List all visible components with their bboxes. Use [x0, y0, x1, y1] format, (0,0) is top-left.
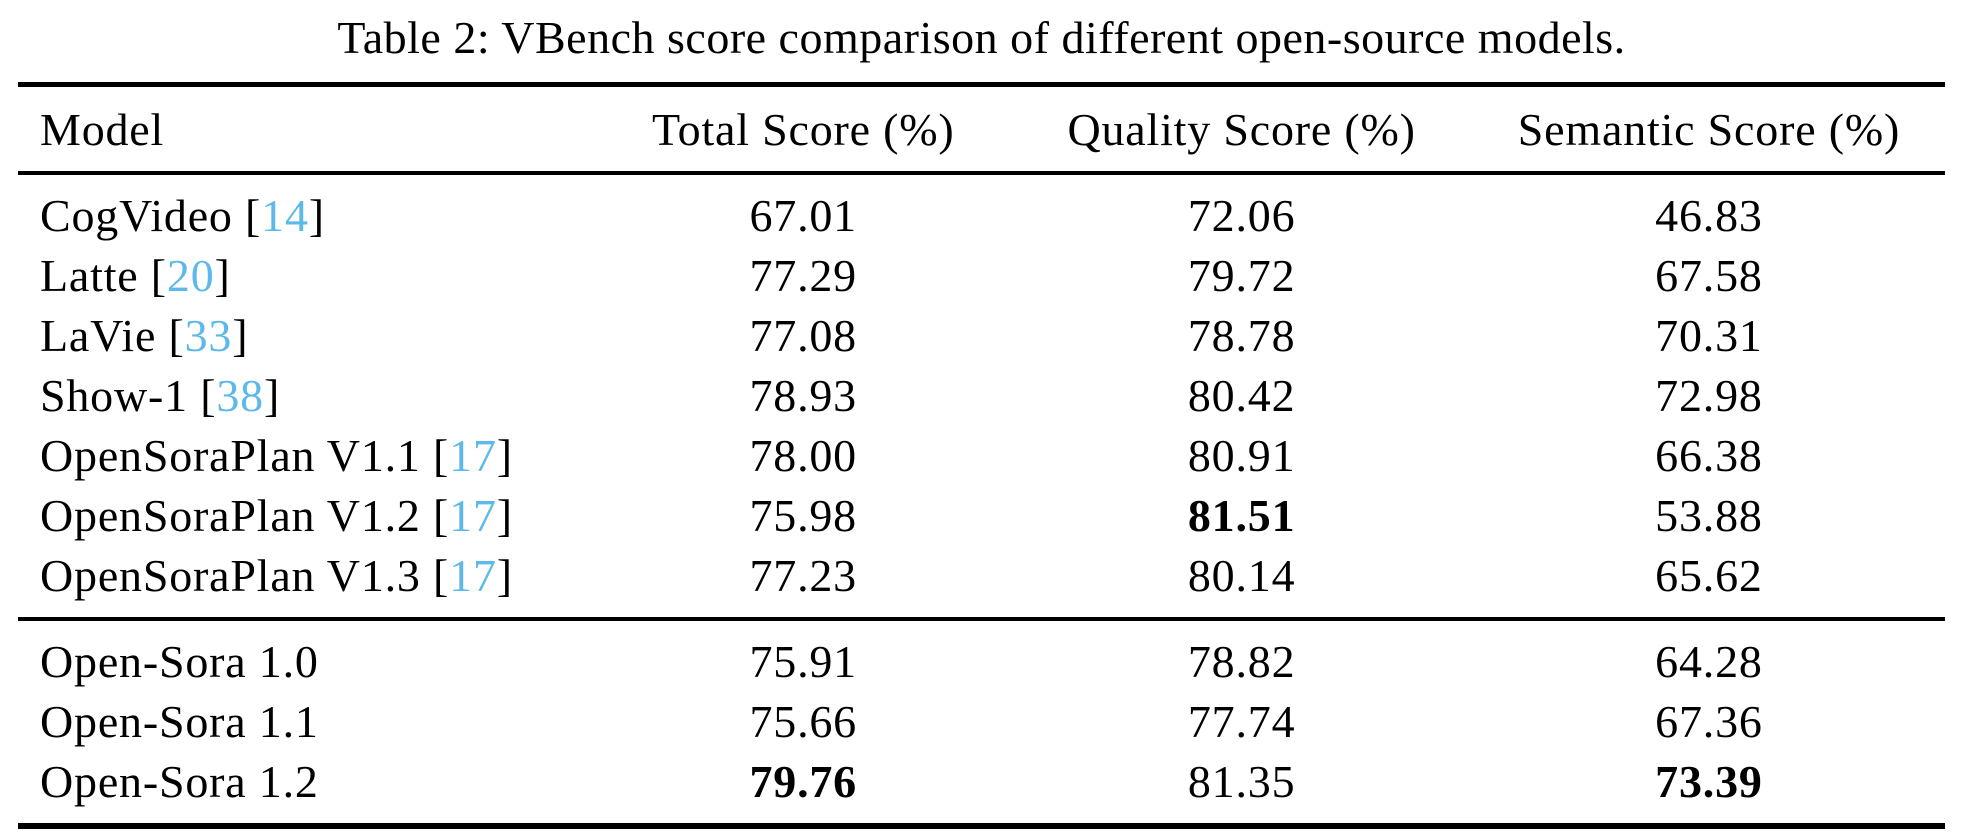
semantic-score-cell: 70.31 — [1655, 310, 1763, 361]
quality-score-cell: 77.74 — [1187, 696, 1296, 747]
quality-score-cell: 80.91 — [1187, 430, 1296, 481]
citation-bracket-open: [ — [232, 190, 262, 241]
semantic-score-cell: 64.28 — [1655, 636, 1763, 687]
quality-score-cell: 81.35 — [1187, 756, 1296, 807]
total-score-cell: 77.08 — [749, 310, 857, 361]
semantic-score-cell: 46.83 — [1655, 190, 1763, 241]
model-cell: Open-Sora 1.1 — [18, 692, 596, 752]
semantic-score-cell: 53.88 — [1655, 490, 1763, 541]
model-name: LaVie — [40, 310, 157, 361]
semantic-score-cell: 66.38 — [1655, 430, 1763, 481]
model-cell: OpenSoraPlan V1.2 [17] — [18, 486, 596, 546]
citation-bracket-close: ] — [308, 190, 325, 241]
table-row: OpenSoraPlan V1.2 [17] 75.98 81.51 53.88 — [18, 486, 1945, 546]
total-score-cell: 78.93 — [749, 370, 857, 421]
model-name: Latte — [40, 250, 139, 301]
table-row: Open-Sora 1.1 75.66 77.74 67.36 — [18, 692, 1945, 752]
citation-bracket-open: [ — [420, 430, 450, 481]
citation-link[interactable]: 17 — [449, 490, 497, 541]
semantic-score-cell: 65.62 — [1655, 550, 1763, 601]
citation-bracket-open: [ — [187, 370, 217, 421]
citation-link[interactable]: 20 — [166, 250, 215, 301]
semantic-score-cell: 67.58 — [1655, 250, 1763, 301]
citation-bracket-open: [ — [156, 310, 185, 361]
model-cell: CogVideo [14] — [18, 173, 596, 246]
quality-score-cell: 79.72 — [1187, 250, 1296, 301]
citation-bracket-close: ] — [496, 430, 513, 481]
quality-score-cell: 81.51 — [1187, 490, 1296, 541]
table-group-open-sora-models: Open-Sora 1.0 75.91 78.82 64.28 Open-Sora 1.… — [18, 619, 1945, 826]
table-header-row: Model Total Score (%) Quality Score (%) … — [18, 85, 1945, 173]
total-score-cell: 75.66 — [749, 696, 857, 747]
total-score-cell: 79.76 — [749, 756, 857, 807]
total-score-cell: 77.29 — [749, 250, 857, 301]
total-score-cell: 75.98 — [749, 490, 857, 541]
citation-link[interactable]: 17 — [449, 430, 497, 481]
model-name: OpenSoraPlan V1.2 — [40, 490, 421, 541]
table-row: CogVideo [14] 67.01 72.06 46.83 — [18, 173, 1945, 246]
semantic-score-cell: 73.39 — [1655, 756, 1763, 807]
citation-bracket-close: ] — [263, 370, 281, 421]
semantic-score-cell: 72.98 — [1655, 370, 1763, 421]
column-header-total-score: Total Score (%) — [651, 103, 955, 155]
table-row: OpenSoraPlan V1.3 [17] 77.23 80.14 65.62 — [18, 546, 1945, 619]
table-row: Open-Sora 1.2 79.76 81.35 73.39 — [18, 752, 1945, 826]
quality-score-cell: 72.06 — [1187, 190, 1296, 241]
total-score-cell: 77.23 — [749, 550, 857, 601]
citation-bracket-close: ] — [496, 490, 513, 541]
total-score-cell: 75.91 — [749, 636, 857, 687]
citation-bracket-close: ] — [496, 550, 513, 601]
citation-bracket-close: ] — [214, 250, 231, 301]
quality-score-cell: 80.14 — [1187, 550, 1296, 601]
model-name: Open-Sora 1.1 — [40, 696, 319, 747]
model-cell: Latte [20] — [18, 246, 596, 306]
table-row: Latte [20] 77.29 79.72 67.58 — [18, 246, 1945, 306]
model-cell: Show-1 [38] — [18, 366, 596, 426]
model-cell: OpenSoraPlan V1.3 [17] — [18, 546, 596, 619]
citation-link[interactable]: 33 — [184, 310, 233, 361]
citation-bracket-open: [ — [420, 550, 450, 601]
citation-link[interactable]: 14 — [261, 190, 309, 241]
model-name: OpenSoraPlan V1.3 — [40, 550, 421, 601]
citation-link[interactable]: 17 — [449, 550, 497, 601]
quality-score-cell: 78.78 — [1187, 310, 1296, 361]
table-caption: Table 2: VBench score comparison of diff… — [337, 12, 1626, 63]
column-header-semantic-score: Semantic Score (%) — [1517, 103, 1901, 155]
model-cell: LaVie [33] — [18, 306, 596, 366]
column-header-model: Model — [40, 103, 165, 155]
semantic-score-cell: 67.36 — [1655, 696, 1763, 747]
total-score-cell: 78.00 — [749, 430, 857, 481]
quality-score-cell: 78.82 — [1187, 636, 1296, 687]
table-row: Open-Sora 1.0 75.91 78.82 64.28 — [18, 619, 1945, 692]
citation-link[interactable]: 38 — [216, 370, 264, 421]
table-group-baseline-models: CogVideo [14] 67.01 72.06 46.83 Latte [20] 77… — [18, 173, 1945, 619]
table-row: Show-1 [38] 78.93 80.42 72.98 — [18, 366, 1945, 426]
model-cell: Open-Sora 1.0 — [18, 619, 596, 692]
quality-score-cell: 80.42 — [1187, 370, 1296, 421]
citation-bracket-open: [ — [138, 250, 167, 301]
vbench-score-table: Model Total Score (%) Quality Score (%) … — [18, 82, 1945, 829]
table-row: LaVie [33] 77.08 78.78 70.31 — [18, 306, 1945, 366]
table-row: OpenSoraPlan V1.1 [17] 78.00 80.91 66.38 — [18, 426, 1945, 486]
model-cell: OpenSoraPlan V1.1 [17] — [18, 426, 596, 486]
total-score-cell: 67.01 — [749, 190, 857, 241]
citation-bracket-open: [ — [420, 490, 450, 541]
model-name: Open-Sora 1.0 — [40, 636, 319, 687]
model-name: Open-Sora 1.2 — [40, 756, 319, 807]
model-name: CogVideo — [40, 190, 233, 241]
model-cell: Open-Sora 1.2 — [18, 752, 596, 826]
column-header-quality-score: Quality Score (%) — [1067, 103, 1416, 155]
model-name: OpenSoraPlan V1.1 — [40, 430, 421, 481]
model-name: Show-1 — [40, 370, 188, 421]
citation-bracket-close: ] — [232, 310, 249, 361]
